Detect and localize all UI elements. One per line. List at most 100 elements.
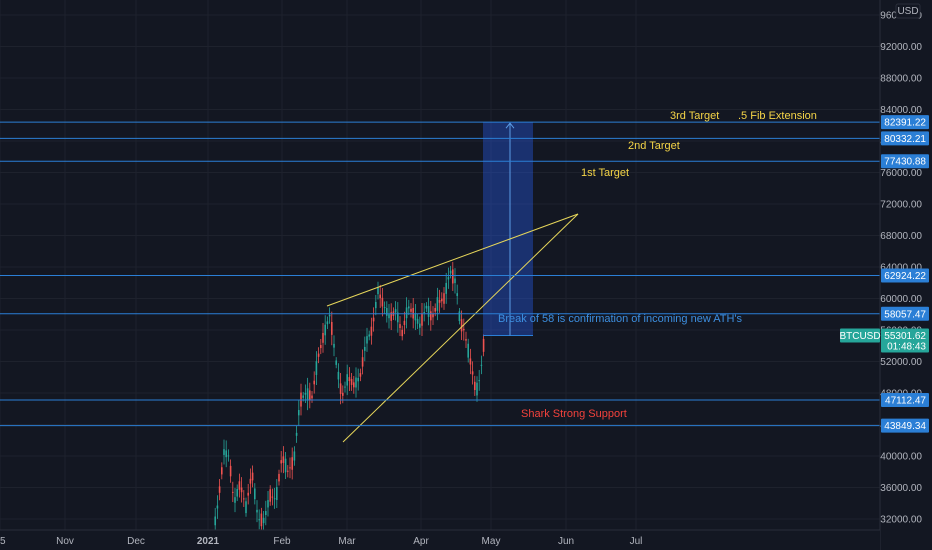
- candle-body: [368, 334, 370, 337]
- candle-body: [454, 278, 456, 284]
- candle-body: [456, 293, 458, 296]
- candle-body: [240, 487, 243, 493]
- candle-body: [359, 373, 362, 377]
- candle-body: [372, 317, 375, 322]
- candle-body: [427, 306, 430, 317]
- candle-body: [449, 270, 452, 274]
- candle-body: [379, 294, 381, 299]
- y-tick-label: 60000.00: [880, 294, 922, 305]
- candle-body: [399, 324, 401, 329]
- countdown-label: 01:48:43: [887, 341, 926, 352]
- annotation-label: 1st Target: [581, 167, 629, 179]
- candle-body: [405, 307, 408, 319]
- candle-body: [412, 307, 414, 319]
- candle-body: [218, 486, 221, 493]
- candle-body: [269, 489, 271, 502]
- currency-label: USD: [897, 6, 918, 17]
- time-axis[interactable]: 5 Nov Dec 2021 Feb Mar Apr May Jun Jul: [0, 529, 880, 550]
- candle-body: [452, 269, 454, 284]
- candle-body: [348, 377, 351, 382]
- candle-body: [229, 465, 232, 477]
- projection-box: [483, 122, 533, 336]
- candle-body: [251, 472, 254, 481]
- candle-body: [441, 298, 443, 302]
- candle-body: [480, 364, 483, 366]
- candle-body: [311, 395, 313, 399]
- candle-body: [243, 498, 245, 500]
- currency-box: [895, 3, 921, 19]
- candle-body: [245, 501, 247, 514]
- candle-body: [317, 353, 320, 357]
- level-badge-label: 43849.34: [884, 421, 926, 432]
- candle-body: [355, 377, 357, 388]
- horizontal-levels: [0, 121, 880, 427]
- candle-body: [414, 313, 417, 321]
- candle-body: [401, 329, 403, 337]
- level-badge: [881, 115, 929, 130]
- annotation-label: 2nd Target: [628, 140, 680, 152]
- candle-body: [438, 300, 441, 303]
- candle-body: [366, 336, 368, 344]
- candle-body: [309, 390, 311, 401]
- candle-body: [287, 470, 289, 472]
- candle-body: [289, 467, 291, 469]
- candle-body: [295, 432, 298, 436]
- candle-body: [445, 282, 447, 294]
- annotation-label: Break of 58 is confirmation of incoming …: [498, 313, 743, 325]
- candle-body: [326, 321, 329, 325]
- candle-body: [227, 455, 230, 457]
- level-badge: [881, 154, 929, 169]
- candle-body: [282, 456, 285, 463]
- candle-body: [423, 312, 425, 314]
- candle-body: [284, 458, 287, 473]
- candle-body: [337, 371, 340, 380]
- candle-body: [350, 379, 353, 385]
- candle-body: [236, 488, 238, 497]
- candle-body: [265, 511, 267, 516]
- candle-body: [443, 293, 445, 304]
- candle-body: [328, 314, 331, 317]
- level-badge: [881, 306, 929, 321]
- candle-body: [291, 457, 293, 470]
- level-badge-label: 82391.22: [884, 118, 926, 129]
- candle-body: [357, 377, 359, 382]
- candle-body: [370, 326, 373, 336]
- candle-body: [260, 513, 263, 527]
- candle-body: [364, 346, 366, 351]
- candle-body: [397, 312, 399, 323]
- level-badge-label: 47112.47: [885, 395, 926, 406]
- y-tick-label: 84000.00: [880, 105, 922, 116]
- y-tick-label: 36000.00: [880, 483, 922, 494]
- candle-body: [258, 519, 260, 521]
- candle-body: [463, 328, 465, 331]
- y-tick-label: 72000.00: [880, 200, 922, 211]
- level-badge: [881, 418, 929, 433]
- candle-body: [271, 496, 274, 498]
- candle-body: [339, 383, 342, 394]
- candle-body: [273, 498, 276, 500]
- candle-body: [390, 312, 392, 321]
- x-tick-label: Dec: [127, 536, 145, 547]
- level-badge: [881, 392, 929, 407]
- candle-body: [361, 357, 364, 367]
- candle-body: [238, 481, 241, 490]
- candle-body: [214, 516, 216, 526]
- candle-body: [342, 392, 344, 396]
- candle-body: [256, 509, 258, 513]
- candle-body: [278, 473, 280, 482]
- candle-body: [353, 382, 355, 388]
- candle-body: [223, 449, 225, 455]
- candle-body: [324, 324, 326, 336]
- annotation-label: Shark Strong Support: [521, 408, 627, 420]
- x-tick-label: Jun: [558, 536, 574, 547]
- x-tick-label: 5: [0, 536, 6, 547]
- candle-body: [331, 321, 333, 335]
- candle-body: [254, 488, 256, 500]
- candle-body: [386, 308, 388, 316]
- candle-body: [447, 277, 450, 280]
- level-badge-label: 80332.21: [884, 134, 926, 145]
- symbol-badge: [840, 328, 880, 343]
- candle-body: [293, 451, 296, 461]
- candle-body: [335, 360, 337, 365]
